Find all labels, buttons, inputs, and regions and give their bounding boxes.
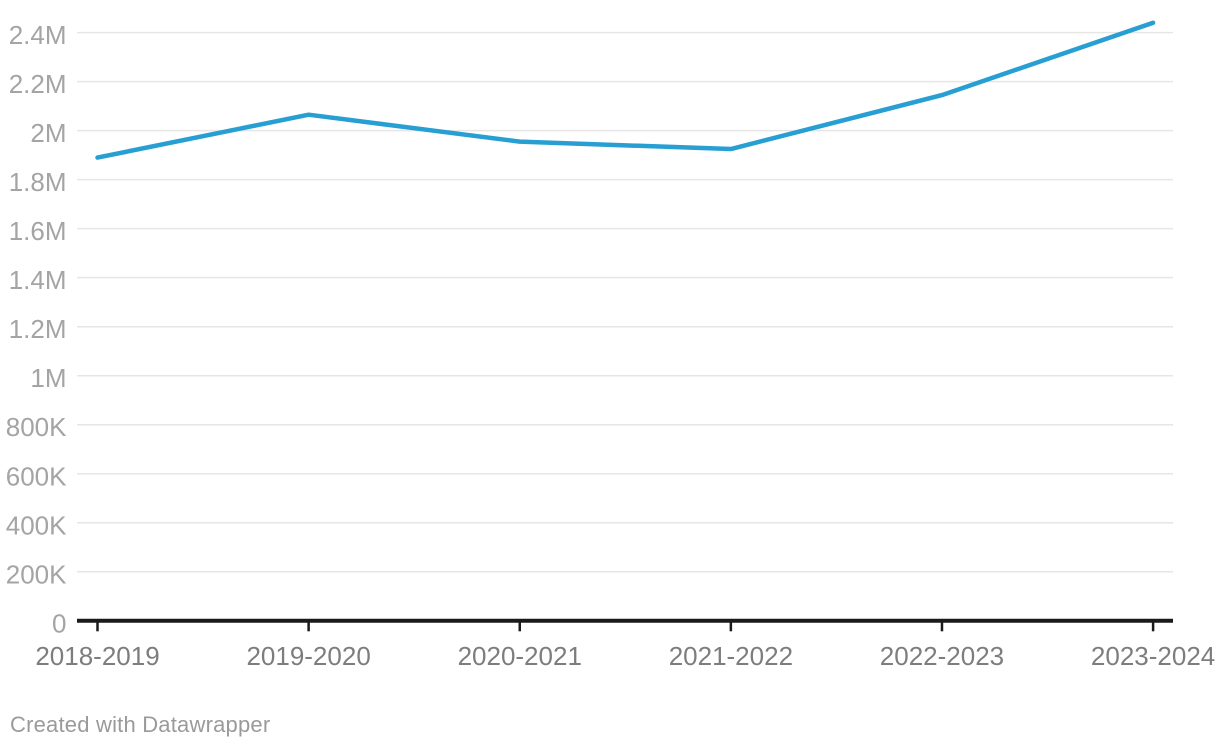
y-axis-tick-label: 200K xyxy=(6,559,67,589)
x-axis-tick-label: 2023-2024 xyxy=(1091,641,1215,671)
y-axis-tick-label: 1.4M xyxy=(9,265,67,295)
datawrapper-credit-link[interactable]: Created with Datawrapper xyxy=(10,712,271,737)
x-axis-tick-label: 2018-2019 xyxy=(35,641,159,671)
y-axis-tick-label: 2.2M xyxy=(9,69,67,99)
x-axis-tick-label: 2020-2021 xyxy=(458,641,582,671)
y-axis-tick-label: 800K xyxy=(6,412,67,442)
y-axis-tick-label: 1M xyxy=(30,363,66,393)
line-chart: 0 200K 400K 600K 800K 1M 1.2M 1.4M 1.6M 1.8M 2M 2.2… xyxy=(6,20,1216,671)
y-axis-tick-label: 0 xyxy=(52,608,66,638)
y-axis-tick-label: 2M xyxy=(30,118,66,148)
y-axis-tick-label: 1.6M xyxy=(9,216,67,246)
y-axis-tick-label: 2.4M xyxy=(9,20,67,50)
y-axis-tick-label: 1.2M xyxy=(9,314,67,344)
y-axis-tick-label: 400K xyxy=(6,510,67,540)
y-axis-tick-label: 600K xyxy=(6,461,67,491)
x-axis-tick-label: 2022-2023 xyxy=(880,641,1004,671)
x-axis-tick-label: 2021-2022 xyxy=(669,641,793,671)
x-axis-tick-label: 2019-2020 xyxy=(246,641,370,671)
y-axis-tick-label: 1.8M xyxy=(9,167,67,197)
data-line-series xyxy=(95,20,1156,160)
